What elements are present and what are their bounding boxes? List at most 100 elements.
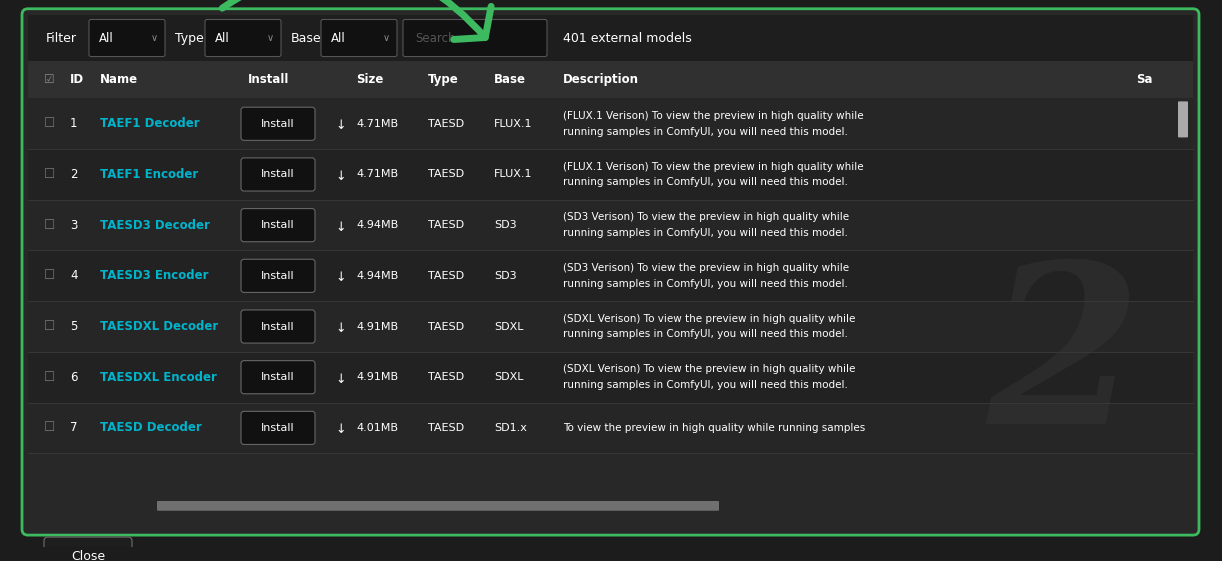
Text: TAESD Decoder: TAESD Decoder (100, 421, 202, 434)
Text: TAESD: TAESD (428, 169, 464, 180)
Text: 2: 2 (986, 254, 1140, 471)
Text: 4.71MB: 4.71MB (356, 169, 398, 180)
Text: ↓: ↓ (335, 373, 346, 385)
Text: Install: Install (262, 321, 295, 332)
FancyBboxPatch shape (241, 310, 315, 343)
FancyBboxPatch shape (28, 98, 1193, 149)
Text: ↓: ↓ (335, 119, 346, 132)
FancyBboxPatch shape (321, 20, 397, 57)
Text: 5: 5 (70, 320, 77, 333)
Text: Size: Size (356, 73, 384, 86)
Text: TAEF1 Encoder: TAEF1 Encoder (100, 168, 198, 181)
Text: TAESD: TAESD (428, 119, 464, 129)
Text: (FLUX.1 Verison) To view the preview in high quality while: (FLUX.1 Verison) To view the preview in … (563, 111, 864, 121)
FancyBboxPatch shape (89, 20, 165, 57)
Text: TAESD: TAESD (428, 321, 464, 332)
Text: ↓: ↓ (335, 322, 346, 335)
Text: 2: 2 (70, 168, 77, 181)
Text: 3: 3 (70, 219, 77, 232)
Text: TAESD3 Encoder: TAESD3 Encoder (100, 269, 209, 282)
Text: ∨: ∨ (266, 33, 274, 43)
Text: ↓: ↓ (335, 424, 346, 436)
Text: (SDXL Verison) To view the preview in high quality while: (SDXL Verison) To view the preview in hi… (563, 365, 855, 374)
Text: TAESD: TAESD (428, 372, 464, 382)
FancyBboxPatch shape (22, 9, 1199, 535)
Text: FLUX.1: FLUX.1 (494, 169, 533, 180)
Text: 4.91MB: 4.91MB (356, 372, 398, 382)
Text: Install: Install (262, 423, 295, 433)
FancyBboxPatch shape (241, 361, 315, 394)
Text: Base: Base (291, 31, 321, 44)
Text: ∨: ∨ (382, 33, 390, 43)
Text: ☐: ☐ (44, 371, 55, 384)
Text: All: All (215, 31, 230, 44)
FancyBboxPatch shape (241, 209, 315, 242)
Text: Install: Install (262, 169, 295, 180)
Text: Sa: Sa (1136, 73, 1152, 86)
Text: Close: Close (71, 550, 105, 561)
Text: ☐: ☐ (44, 168, 55, 181)
Text: Install: Install (262, 220, 295, 230)
Text: (SD3 Verison) To view the preview in high quality while: (SD3 Verison) To view the preview in hig… (563, 213, 849, 222)
Text: ☐: ☐ (44, 219, 55, 232)
Text: 1: 1 (70, 117, 77, 130)
Text: (FLUX.1 Verison) To view the preview in high quality while: (FLUX.1 Verison) To view the preview in … (563, 162, 864, 172)
FancyBboxPatch shape (44, 537, 132, 561)
Text: SD1.x: SD1.x (494, 423, 527, 433)
FancyBboxPatch shape (241, 158, 315, 191)
Text: ↓: ↓ (335, 220, 346, 233)
FancyBboxPatch shape (28, 251, 1193, 301)
Text: ☐: ☐ (44, 117, 55, 130)
Text: (SD3 Verison) To view the preview in high quality while: (SD3 Verison) To view the preview in hig… (563, 263, 849, 273)
Text: ↓: ↓ (335, 170, 346, 183)
Text: running samples in ComfyUI, you will need this model.: running samples in ComfyUI, you will nee… (563, 279, 848, 288)
Text: 7: 7 (70, 421, 77, 434)
Text: TAESD: TAESD (428, 271, 464, 281)
FancyBboxPatch shape (241, 107, 315, 140)
FancyBboxPatch shape (28, 301, 1193, 352)
Text: 6: 6 (70, 371, 77, 384)
Text: 401 external models: 401 external models (563, 31, 692, 44)
FancyArrowPatch shape (222, 0, 491, 39)
FancyBboxPatch shape (1178, 102, 1188, 137)
Text: To view the preview in high quality while running samples: To view the preview in high quality whil… (563, 423, 865, 433)
Text: Install: Install (262, 271, 295, 281)
Text: SDXL: SDXL (494, 321, 523, 332)
FancyBboxPatch shape (241, 259, 315, 292)
FancyBboxPatch shape (28, 149, 1193, 200)
Text: running samples in ComfyUI, you will need this model.: running samples in ComfyUI, you will nee… (563, 329, 848, 339)
FancyBboxPatch shape (28, 200, 1193, 251)
Text: ∨: ∨ (152, 33, 158, 43)
Text: Name: Name (100, 73, 138, 86)
Text: Install: Install (248, 73, 290, 86)
FancyBboxPatch shape (28, 15, 1193, 61)
Text: TAEF1 Decoder: TAEF1 Decoder (100, 117, 199, 130)
Text: (SDXL Verison) To view the preview in high quality while: (SDXL Verison) To view the preview in hi… (563, 314, 855, 324)
Text: running samples in ComfyUI, you will need this model.: running samples in ComfyUI, you will nee… (563, 228, 848, 238)
Text: Install: Install (262, 119, 295, 129)
Text: Filter: Filter (46, 31, 77, 44)
Text: 4.71MB: 4.71MB (356, 119, 398, 129)
Text: Search: Search (415, 31, 456, 44)
Text: 4.94MB: 4.94MB (356, 220, 398, 230)
Text: TAESD: TAESD (428, 220, 464, 230)
Text: All: All (331, 31, 346, 44)
Text: TAESDXL Encoder: TAESDXL Encoder (100, 371, 216, 384)
Text: All: All (99, 31, 114, 44)
Text: running samples in ComfyUI, you will need this model.: running samples in ComfyUI, you will nee… (563, 380, 848, 390)
Text: TAESDXL Decoder: TAESDXL Decoder (100, 320, 219, 333)
Text: running samples in ComfyUI, you will need this model.: running samples in ComfyUI, you will nee… (563, 127, 848, 136)
Text: Type: Type (428, 73, 458, 86)
FancyBboxPatch shape (205, 20, 281, 57)
FancyBboxPatch shape (241, 411, 315, 444)
Text: SD3: SD3 (494, 220, 517, 230)
FancyBboxPatch shape (28, 352, 1193, 403)
Text: SDXL: SDXL (494, 372, 523, 382)
Text: ☐: ☐ (44, 320, 55, 333)
FancyBboxPatch shape (156, 501, 719, 511)
Text: Description: Description (563, 73, 639, 86)
Text: TAESD: TAESD (428, 423, 464, 433)
FancyBboxPatch shape (28, 61, 1193, 98)
Text: ID: ID (70, 73, 84, 86)
Text: ☑: ☑ (44, 73, 55, 86)
